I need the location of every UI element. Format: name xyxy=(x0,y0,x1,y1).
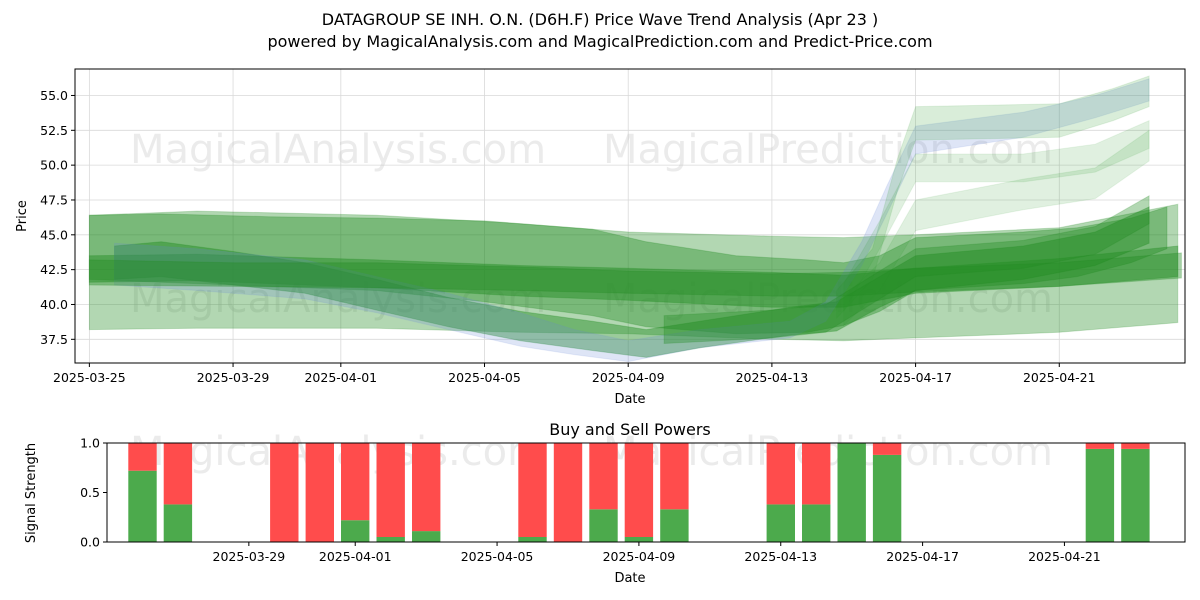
wave-band-band-upper-path xyxy=(88,206,1168,335)
sell-power-bar xyxy=(270,443,299,542)
power-x-axis-label: Date xyxy=(614,571,645,586)
wave-band-band-mid xyxy=(88,245,1179,308)
sell-power-bar xyxy=(518,443,547,537)
wave-band-wave-low-path xyxy=(114,206,1150,358)
sell-power-bar xyxy=(163,443,193,505)
price-x-tick-label: 2025-03-29 xyxy=(197,370,270,385)
buy-power-bar xyxy=(376,537,405,542)
power-title: Buy and Sell Powers xyxy=(549,420,711,439)
price-x-tick-label: 2025-04-13 xyxy=(736,370,809,385)
sell-power-bar xyxy=(660,443,689,510)
sell-power-bar xyxy=(1121,443,1150,449)
sell-power-bar xyxy=(376,443,405,537)
price-x-axis-label: Date xyxy=(614,392,645,407)
buy-power-bar xyxy=(518,537,547,542)
power-x-tick-label: 2025-04-17 xyxy=(886,549,959,564)
power-x-tick-label: 2025-04-21 xyxy=(1028,549,1101,564)
sell-power-bar xyxy=(802,443,831,505)
power-y-tick-label: 0.5 xyxy=(80,485,100,500)
sell-power-bar xyxy=(305,443,334,542)
price-x-tick-label: 2025-04-01 xyxy=(304,370,377,385)
buy-power-bar xyxy=(872,454,902,542)
price-y-tick-label: 45.0 xyxy=(40,227,68,242)
power-x-tick-label: 2025-03-29 xyxy=(213,549,286,564)
watermark-prediction-mid: MagicalPrediction.com xyxy=(603,276,1053,322)
buy-power-bar xyxy=(341,520,370,542)
wave-band-wave-high-light xyxy=(836,75,1150,320)
buy-power-bar xyxy=(1121,448,1150,542)
power-x-tick-label: 2025-04-13 xyxy=(744,549,817,564)
buy-power-bar xyxy=(128,470,157,542)
sell-power-bar xyxy=(589,443,618,510)
watermark-analysis-bottom: MagicalAnalysis.com xyxy=(130,429,546,475)
price-wave-bands xyxy=(88,75,1182,363)
price-x-tick-label: 2025-04-05 xyxy=(448,370,521,385)
buy-power-bar xyxy=(802,504,831,542)
power-y-axis-label: Signal Strength xyxy=(24,443,39,543)
price-y-ticks: 37.5 40.0 42.5 45.0 47.5 50.0 52.5 55.0 xyxy=(40,88,75,347)
price-y-tick-label: 47.5 xyxy=(40,192,68,207)
wave-band-wave-late-rise xyxy=(663,194,1150,345)
power-plot: Buy and Sell Powers MagicalAnalysis.com … xyxy=(24,420,1186,586)
power-y-tick-label: 1.0 xyxy=(80,436,100,451)
sell-power-bar xyxy=(872,443,902,455)
price-y-tick-label: 50.0 xyxy=(40,158,68,173)
price-x-tick-label: 2025-03-25 xyxy=(53,370,126,385)
chart-subtitle: powered by MagicalAnalysis.com and Magic… xyxy=(267,32,932,51)
price-x-tick-label: 2025-04-21 xyxy=(1023,370,1096,385)
sell-power-bar xyxy=(1085,443,1115,449)
price-y-tick-label: 40.0 xyxy=(40,297,68,312)
buy-power-bar xyxy=(624,537,654,542)
chart-title: DATAGROUP SE INH. O.N. (D6H.F) Price Wav… xyxy=(322,10,878,29)
wave-band-wave-flat-band xyxy=(88,252,1182,297)
power-x-tick-label: 2025-04-01 xyxy=(319,549,392,564)
price-plot: MagicalAnalysis.com MagicalPrediction.co… xyxy=(15,68,1186,407)
sell-power-bar xyxy=(624,443,654,537)
power-x-tick-label: 2025-04-09 xyxy=(603,549,676,564)
wave-band-wave-high-3 xyxy=(843,129,1150,327)
power-y-tick-label: 0.0 xyxy=(80,535,100,550)
price-grid xyxy=(75,69,1185,363)
buy-power-bar xyxy=(163,504,193,542)
watermark-analysis-top: MagicalAnalysis.com xyxy=(130,127,546,173)
buy-power-bar xyxy=(1085,448,1115,542)
buy-power-bar xyxy=(837,443,866,542)
price-x-tick-label: 2025-04-17 xyxy=(879,370,952,385)
buy-power-bar xyxy=(660,509,689,542)
price-y-tick-label: 37.5 xyxy=(40,332,68,347)
price-y-tick-label: 52.5 xyxy=(40,123,68,138)
power-x-tick-label: 2025-04-05 xyxy=(461,549,534,564)
sell-power-bar xyxy=(553,443,583,542)
watermark-prediction-top: MagicalPrediction.com xyxy=(603,127,1053,173)
power-bars xyxy=(128,443,1150,542)
power-y-ticks: 0.0 0.5 1.0 xyxy=(80,436,107,550)
buy-power-bar xyxy=(589,509,618,542)
buy-power-bar xyxy=(412,531,441,542)
wave-band-band-wide xyxy=(88,203,1179,342)
power-x-ticks: 2025-03-29 2025-04-01 2025-04-05 2025-04-09… xyxy=(213,542,1101,564)
price-y-tick-label: 42.5 xyxy=(40,262,68,277)
price-y-tick-label: 55.0 xyxy=(40,88,68,103)
watermark-analysis-mid: MagicalAnalysis.com xyxy=(130,276,546,322)
price-y-axis-label: Price xyxy=(15,200,30,232)
sell-power-bar xyxy=(341,443,370,521)
wave-band-wave-bluish xyxy=(114,78,1150,363)
sell-power-bar xyxy=(128,443,157,471)
sell-power-bar xyxy=(412,443,441,532)
buy-power-bar xyxy=(766,504,795,542)
price-x-ticks: 2025-03-25 2025-03-29 2025-04-01 2025-04-05… xyxy=(53,363,1096,385)
price-x-tick-label: 2025-04-09 xyxy=(592,370,665,385)
wave-band-wave-high-2 xyxy=(843,119,1150,314)
sell-power-bar xyxy=(766,443,795,505)
